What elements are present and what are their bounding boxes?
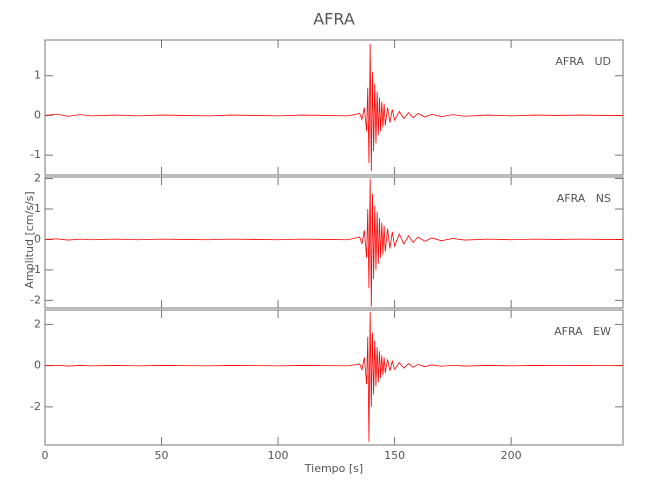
y-tick-label: 2 bbox=[34, 172, 41, 185]
y-tick-label: 0 bbox=[34, 108, 41, 121]
panel-label: AFRA EW bbox=[554, 325, 611, 338]
x-tick-label: 100 bbox=[268, 449, 289, 462]
y-tick-label: -1 bbox=[30, 263, 41, 276]
panel-frame bbox=[44, 309, 624, 446]
waveform bbox=[44, 43, 623, 172]
y-tick-label: -1 bbox=[30, 148, 41, 161]
waveform bbox=[44, 178, 623, 307]
y-tick-label: 1 bbox=[34, 202, 41, 215]
panel-frame bbox=[44, 39, 624, 176]
panel-frame bbox=[44, 176, 624, 309]
panel-label: AFRA UD bbox=[555, 55, 611, 68]
y-tick-label: 1 bbox=[34, 69, 41, 82]
y-tick-label: 0 bbox=[34, 232, 41, 245]
y-tick-label: -2 bbox=[30, 293, 41, 306]
y-tick-label: 2 bbox=[34, 317, 41, 330]
y-tick-label: -2 bbox=[30, 400, 41, 413]
x-tick-label: 50 bbox=[155, 449, 169, 462]
y-axis-label: Amplitud [cm/s/s] bbox=[23, 191, 36, 288]
x-axis-label: Tiempo [s] bbox=[304, 462, 363, 475]
waveform bbox=[44, 312, 623, 442]
chart-title: AFRA bbox=[313, 10, 355, 29]
y-tick-label: 0 bbox=[34, 359, 41, 372]
panel-label: AFRA NS bbox=[557, 192, 611, 205]
x-tick-label: 150 bbox=[384, 449, 405, 462]
x-tick-label: 200 bbox=[501, 449, 522, 462]
x-tick-label: 0 bbox=[42, 449, 49, 462]
